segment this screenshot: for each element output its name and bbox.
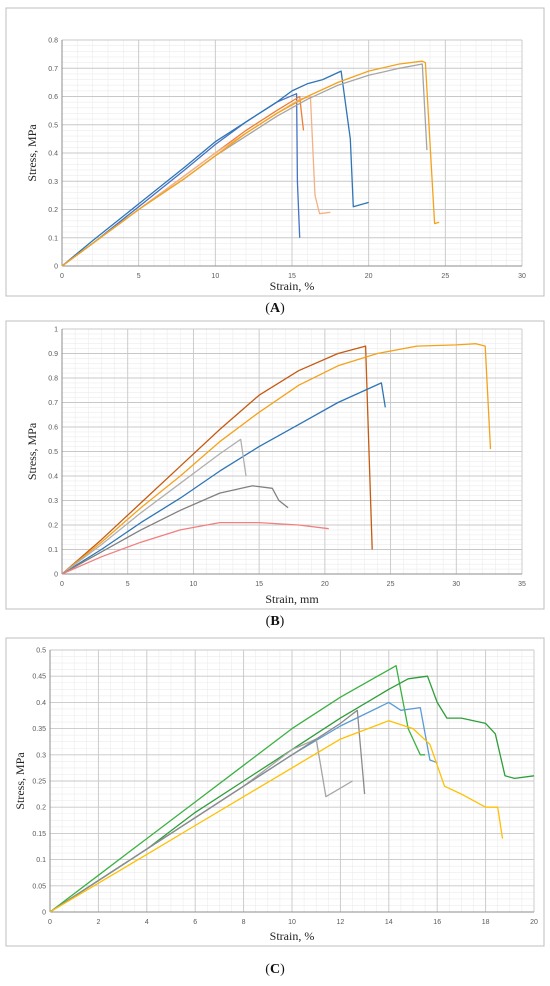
y-tick-label: 0.5	[48, 122, 58, 129]
chart-panel-c: 0 2 4 6 8 10 12 14 16 18 20 0 0.05 0.1 0.15 0.2 0.25 0.3 0…	[0, 634, 550, 952]
caption-b-label: B	[270, 614, 280, 629]
series-line-1	[61, 93, 301, 267]
major-grid	[49, 649, 535, 913]
y-tick-label: 0	[42, 910, 46, 917]
chart-frame	[5, 637, 545, 947]
series-line-3	[61, 382, 386, 575]
x-tick-label: 25	[441, 273, 449, 280]
x-tick-label: 10	[288, 919, 296, 926]
y-tick-label: 0.3	[48, 179, 58, 186]
series-line-1	[49, 665, 426, 913]
series-line-2	[61, 343, 492, 575]
y-tick-label: 0.05	[32, 883, 46, 890]
series-line-1	[61, 345, 373, 575]
x-tick-label: 30	[518, 273, 526, 280]
y-tick-label: 0.2	[36, 805, 46, 812]
caption-c-label: C	[269, 962, 281, 977]
y-tick-label: 0.2	[48, 523, 58, 530]
series-line-2	[49, 675, 535, 913]
y-tick-label: 1	[54, 327, 58, 334]
series-line-5	[49, 709, 366, 913]
y-tick-label: 0.35	[32, 726, 46, 733]
chart-c-svg: 0 2 4 6 8 10 12 14 16 18 20 0 0.05 0.1 0.15 0.2 0.25 0.3 0…	[5, 637, 545, 947]
series-line-6	[49, 720, 504, 913]
x-tick-label: 15	[255, 581, 263, 588]
x-tick-label: 30	[452, 581, 460, 588]
x-tick-label: 10	[190, 581, 198, 588]
x-tick-label: 4	[145, 919, 149, 926]
x-axis-title: Strain, %	[270, 929, 315, 943]
x-tick-label: 5	[126, 581, 130, 588]
y-tick-label: 0.7	[48, 400, 58, 407]
y-tick-label: 0.1	[48, 235, 58, 242]
y-tick-label: 0	[54, 572, 58, 579]
y-tick-label: 0.3	[36, 752, 46, 759]
x-tick-label: 8	[242, 919, 246, 926]
x-tick-label: 0	[60, 273, 64, 280]
x-tick-label: 16	[433, 919, 441, 926]
y-axis-title: Stress, MPa	[25, 124, 39, 182]
x-tick-label: 15	[288, 273, 296, 280]
y-tick-label: 0.8	[48, 376, 58, 383]
x-tick-label: 18	[482, 919, 490, 926]
chart-frame	[5, 320, 545, 610]
y-tick-label: 0.4	[48, 474, 58, 481]
y-tick-label: 0.5	[36, 648, 46, 655]
caption-a: (A)	[265, 301, 285, 316]
y-tick-label: 0.7	[48, 66, 58, 73]
chart-panel-a: 0 5 10 15 20 25 30 0 0.1 0.2 0.3 0.4 0.5 0.6 0.7 0.8 Str…	[0, 6, 550, 298]
series-line-5	[61, 485, 289, 575]
y-tick-label: 0.1	[48, 547, 58, 554]
x-axis-title: Strain, %	[270, 279, 315, 293]
y-tick-label: 0	[54, 264, 58, 271]
y-axis-title: Stress, MPa	[13, 752, 27, 810]
caption-a-label: A	[269, 301, 281, 316]
x-tick-label: 20	[321, 581, 329, 588]
y-tick-label: 0.6	[48, 425, 58, 432]
x-tick-label: 35	[518, 581, 526, 588]
y-tick-label: 0.4	[36, 700, 46, 707]
x-tick-label: 12	[337, 919, 345, 926]
caption-c: (C)	[265, 962, 285, 977]
y-tick-label: 0.15	[32, 831, 46, 838]
y-tick-label: 0.8	[48, 38, 58, 45]
series-line-6	[61, 60, 440, 267]
chart-b-svg: 0 5 10 15 20 25 30 35 0 0.1 0.2 0.3 0.4 0.5 0.6 0.7 0.8 0…	[5, 320, 545, 610]
x-tick-label: 20	[365, 273, 373, 280]
caption-b: (B)	[265, 614, 285, 629]
chart-a-svg: 0 5 10 15 20 25 30 0 0.1 0.2 0.3 0.4 0.5 0.6 0.7 0.8 Str…	[5, 7, 545, 297]
series-line-3	[61, 70, 369, 267]
x-tick-label: 0	[48, 919, 52, 926]
y-tick-label: 0.9	[48, 351, 58, 358]
series-line-6	[61, 521, 329, 575]
x-tick-label: 5	[137, 273, 141, 280]
x-tick-label: 10	[211, 273, 219, 280]
y-tick-label: 0.45	[32, 674, 46, 681]
y-tick-label: 0.6	[48, 94, 58, 101]
x-axis-title: Strain, mm	[265, 592, 319, 606]
x-tick-label: 2	[96, 919, 100, 926]
y-axis-title: Stress, MPa	[25, 422, 39, 480]
x-tick-label: 20	[530, 919, 538, 926]
series-line-4	[61, 438, 247, 575]
x-tick-label: 6	[193, 919, 197, 926]
y-tick-label: 0.4	[48, 151, 58, 158]
x-tick-label: 0	[60, 581, 64, 588]
y-tick-label: 0.25	[32, 779, 46, 786]
y-tick-label: 0.3	[48, 498, 58, 505]
y-tick-label: 0.5	[48, 449, 58, 456]
chart-panel-b: 0 5 10 15 20 25 30 35 0 0.1 0.2 0.3 0.4 0.5 0.6 0.7 0.8 0…	[0, 319, 550, 611]
y-tick-label: 0.1	[36, 857, 46, 864]
x-tick-label: 14	[385, 919, 393, 926]
chart-frame	[5, 7, 545, 297]
y-tick-label: 0.2	[48, 207, 58, 214]
x-tick-label: 25	[387, 581, 395, 588]
